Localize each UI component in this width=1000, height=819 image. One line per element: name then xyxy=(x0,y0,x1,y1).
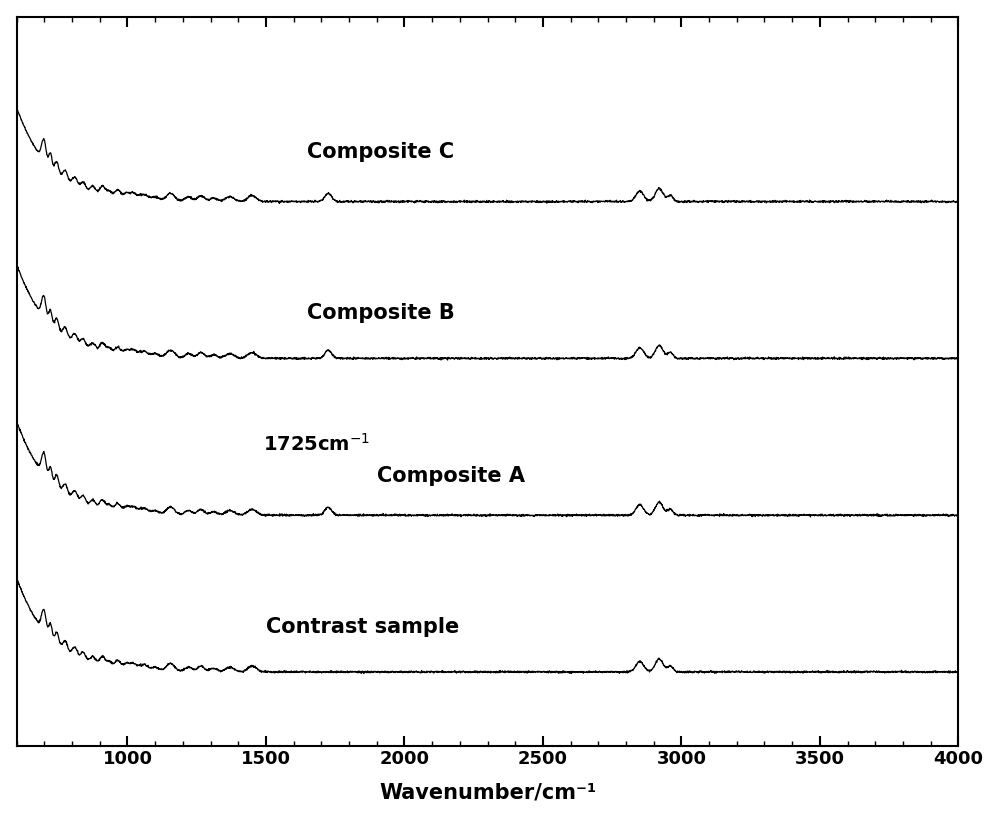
X-axis label: Wavenumber/cm⁻¹: Wavenumber/cm⁻¹ xyxy=(379,782,596,803)
Text: Composite A: Composite A xyxy=(377,466,525,486)
Text: Composite C: Composite C xyxy=(307,142,455,161)
Text: 1725cm$^{-1}$: 1725cm$^{-1}$ xyxy=(263,433,370,455)
Text: Contrast sample: Contrast sample xyxy=(266,617,459,636)
Text: Composite B: Composite B xyxy=(307,303,455,324)
